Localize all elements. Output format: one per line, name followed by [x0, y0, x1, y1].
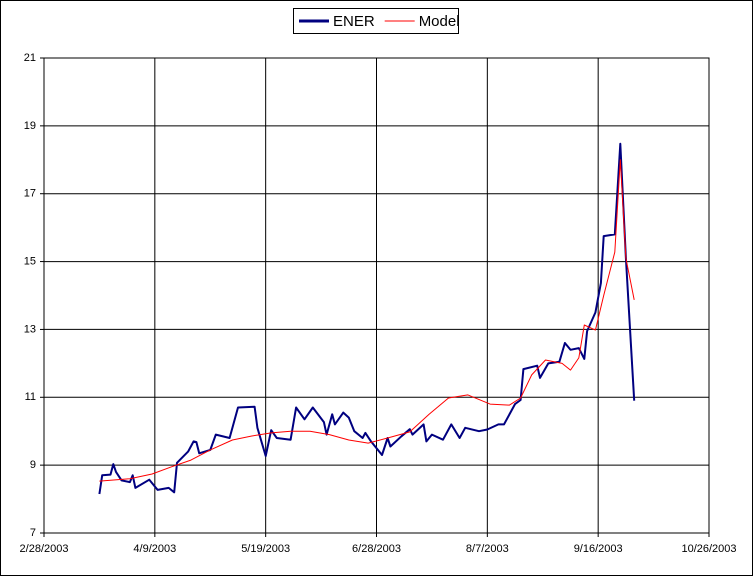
x-tick-label: 5/19/2003 [241, 543, 290, 555]
y-tick-label: 19 [24, 120, 36, 132]
legend: ENER Model [293, 8, 460, 34]
x-tick-label: 2/28/2003 [20, 543, 69, 555]
x-tick-label: 10/26/2003 [681, 543, 736, 555]
x-tick-label: 8/7/2003 [466, 543, 509, 555]
legend-label: ENER [333, 13, 375, 30]
x-tick-label: 6/28/2003 [352, 543, 401, 555]
series-line [99, 159, 635, 482]
y-tick-label: 7 [30, 527, 36, 539]
y-tick-label: 17 [24, 188, 36, 200]
series-line [98, 142, 636, 495]
x-tick-label: 9/16/2003 [574, 543, 623, 555]
y-tick-label: 13 [24, 323, 36, 335]
y-tick-label: 11 [25, 391, 36, 403]
y-tick-label: 15 [24, 255, 36, 267]
y-tick-label: 21 [24, 52, 36, 64]
x-tick-label: 4/9/2003 [133, 543, 176, 555]
legend-label: Model [419, 13, 460, 30]
y-tick-label: 9 [30, 459, 36, 471]
